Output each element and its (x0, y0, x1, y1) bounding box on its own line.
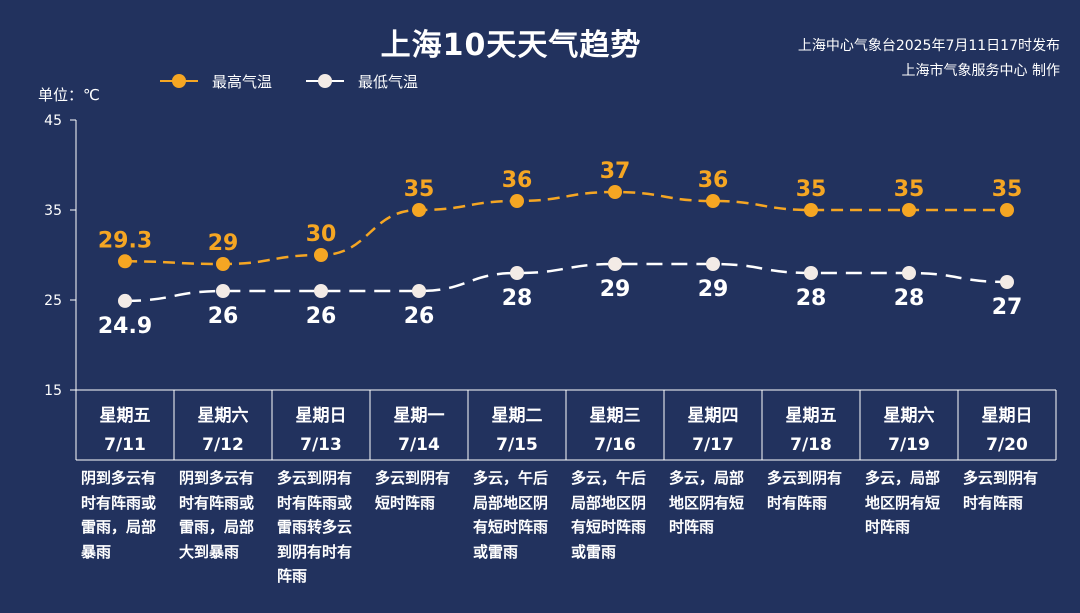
low-temp-point (314, 284, 328, 298)
high-temp-value-label: 36 (502, 168, 533, 193)
high-temp-value-label: 37 (600, 159, 631, 184)
weather-description: 阴到多云有时有阵雨或雷雨，局部暴雨 (81, 469, 157, 561)
weather-description: 多云，午后局部地区阴有短时阵雨或雷雨 (571, 469, 647, 561)
high-temp-line (124, 190, 1007, 266)
legend-swatch-low (306, 71, 345, 91)
date-label: 7/20 (986, 435, 1028, 455)
high-temp-value-label: 29 (208, 231, 239, 256)
y-tick-label: 35 (44, 203, 62, 219)
high-temp-point (1000, 203, 1014, 217)
high-temp-value-label: 36 (698, 168, 729, 193)
date-label: 7/13 (300, 435, 342, 455)
low-temp-value-label: 26 (404, 304, 435, 329)
weekday-label: 星期二 (492, 406, 543, 426)
low-temp-value-label: 24.9 (98, 314, 152, 339)
low-temp-point (608, 257, 622, 271)
low-temp-point (1000, 275, 1014, 289)
high-temp-point (412, 203, 426, 217)
low-temp-point (118, 293, 132, 308)
source-note: 上海中心气象台2025年7月11日17时发布 上海市气象服务中心 制作 (798, 34, 1060, 84)
high-temp-value-label: 29.3 (98, 228, 152, 253)
weekday-label: 星期一 (394, 406, 445, 426)
high-temp-point (608, 185, 622, 199)
y-tick-label: 45 (44, 113, 62, 129)
low-temp-point (706, 257, 720, 271)
high-temp-point (510, 194, 524, 208)
low-temp-value-label: 28 (502, 286, 533, 311)
low-temp-value-label: 29 (600, 277, 631, 302)
weekday-label: 星期六 (884, 405, 935, 426)
date-label: 7/17 (692, 435, 734, 455)
low-temp-point (902, 266, 916, 280)
date-label: 7/19 (888, 435, 930, 455)
low-temp-value-label: 27 (992, 295, 1023, 320)
date-label: 7/12 (202, 435, 244, 455)
weekday-label: 星期五 (100, 406, 151, 426)
low-temp-point (510, 266, 524, 280)
high-temp-point (216, 257, 230, 271)
high-temp-point (118, 254, 132, 269)
weather-description: 多云到阴有时有阵雨或雷雨转多云到阴有时有阵雨 (277, 469, 353, 585)
legend-item-high: 最高气温 (160, 71, 272, 92)
date-label: 7/16 (594, 435, 636, 455)
legend-item-low: 最低气温 (306, 71, 418, 92)
chart-legend: 最高气温 最低气温 (160, 70, 452, 92)
chart-title: 上海10天天气趋势 (380, 28, 642, 63)
date-label: 7/11 (104, 435, 146, 455)
unit-label: 单位：℃ (38, 86, 100, 104)
producer-info: 上海市气象服务中心 制作 (901, 63, 1060, 79)
y-tick-label: 15 (44, 383, 62, 399)
legend-swatch-high (160, 71, 198, 91)
weather-description: 多云到阴有短时阵雨 (375, 469, 451, 512)
weather-description: 多云到阴有时有阵雨 (963, 469, 1039, 512)
low-temp-value-label: 28 (894, 286, 925, 311)
publish-info: 上海中心气象台2025年7月11日17时发布 (797, 38, 1060, 54)
high-temp-value-label: 35 (992, 177, 1023, 202)
weather-description: 多云，午后局部地区阴有短时阵雨或雷雨 (473, 469, 549, 561)
date-label: 7/14 (398, 435, 440, 455)
low-temp-line (124, 262, 1008, 303)
high-temp-value-label: 30 (306, 222, 337, 247)
weather-description: 多云到阴有时有阵雨 (767, 469, 843, 512)
weekday-label: 星期三 (590, 406, 641, 426)
high-temp-point (314, 248, 328, 262)
high-temp-point (804, 203, 818, 217)
weekday-label: 星期五 (786, 406, 837, 426)
weather-description: 多云，局部地区阴有短时阵雨 (865, 469, 941, 536)
weekday-label: 星期日 (296, 406, 347, 426)
weather-description: 多云，局部地区阴有短时阵雨 (669, 469, 745, 536)
low-temp-value-label: 29 (698, 277, 729, 302)
y-tick-label: 25 (44, 293, 62, 309)
weekday-label: 星期四 (688, 406, 739, 426)
date-label: 7/15 (496, 435, 538, 455)
date-label: 7/18 (790, 435, 832, 455)
weather-description: 阴到多云有时有阵雨或雷雨，局部大到暴雨 (179, 469, 255, 561)
weekday-label: 星期日 (982, 406, 1033, 426)
low-temp-point (804, 266, 818, 280)
high-temp-value-label: 35 (796, 177, 827, 202)
high-temp-value-label: 35 (404, 177, 435, 202)
legend-label-low: 最低气温 (358, 72, 419, 91)
weekday-label: 星期六 (198, 405, 249, 426)
low-temp-value-label: 26 (208, 304, 239, 329)
high-temp-point (902, 203, 916, 217)
legend-label-high: 最高气温 (212, 72, 273, 91)
low-temp-point (412, 284, 426, 298)
low-temp-point (216, 284, 230, 298)
low-temp-value-label: 26 (306, 304, 337, 329)
high-temp-point (706, 194, 720, 208)
low-temp-value-label: 28 (796, 286, 827, 311)
high-temp-value-label: 35 (894, 177, 925, 202)
